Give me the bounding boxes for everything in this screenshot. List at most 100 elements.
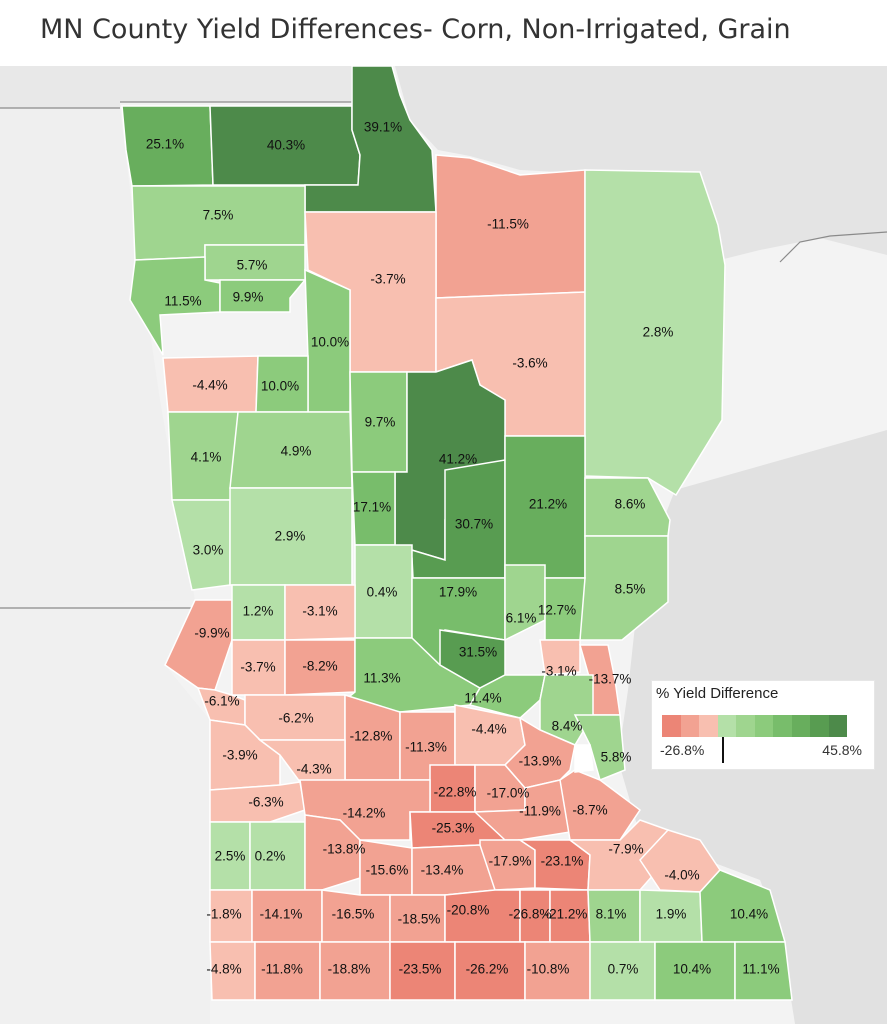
county-value-label: 17.9% bbox=[439, 585, 477, 600]
county-value-label: 2.8% bbox=[643, 325, 674, 340]
county-value-label: -17.0% bbox=[487, 786, 530, 801]
county-value-label: 9.7% bbox=[365, 415, 396, 430]
county-value-label: -6.1% bbox=[204, 694, 239, 709]
county-value-label: 0.7% bbox=[608, 962, 639, 977]
legend-swatch bbox=[810, 715, 829, 737]
county-value-label: 39.1% bbox=[364, 120, 402, 135]
legend-swatch bbox=[699, 715, 718, 737]
county-region[interactable] bbox=[584, 169, 726, 497]
legend-swatch bbox=[754, 715, 773, 737]
county-region[interactable] bbox=[573, 714, 626, 782]
county-value-label: 1.2% bbox=[243, 604, 274, 619]
legend-min-label: -26.8% bbox=[660, 742, 705, 758]
county-value-label: 7.5% bbox=[203, 208, 234, 223]
county-value-label: -11.5% bbox=[487, 217, 529, 232]
county-value-label: 4.1% bbox=[191, 450, 222, 465]
legend-color-ramp bbox=[662, 715, 847, 737]
county-value-label: 2.5% bbox=[215, 849, 246, 864]
county-value-label: 21.2% bbox=[529, 497, 567, 512]
county-value-label: -22.8% bbox=[434, 785, 477, 800]
county-value-label: -11.9% bbox=[519, 804, 561, 819]
county-region[interactable] bbox=[584, 477, 671, 537]
county-value-label: 11.4% bbox=[464, 691, 501, 706]
county-value-label: 12.7% bbox=[538, 603, 576, 618]
county-value-label: -3.1% bbox=[541, 664, 576, 679]
county-value-label: 8.4% bbox=[552, 719, 583, 734]
county-value-label: 0.2% bbox=[255, 849, 286, 864]
county-value-label: 41.2% bbox=[439, 452, 477, 467]
county-value-label: -7.9% bbox=[608, 842, 643, 857]
county-value-label: -14.2% bbox=[343, 806, 386, 821]
county-value-label: 8.1% bbox=[596, 907, 627, 922]
county-value-label: -23.1% bbox=[541, 854, 584, 869]
county-value-label: 30.7% bbox=[455, 517, 493, 532]
county-value-label: 5.8% bbox=[601, 750, 632, 765]
county-regions bbox=[121, 66, 793, 1001]
county-value-label: -26.8% bbox=[509, 907, 552, 922]
county-value-label: -3.1% bbox=[302, 604, 337, 619]
county-region[interactable] bbox=[574, 744, 594, 773]
north-dakota-region bbox=[0, 108, 195, 608]
county-value-label: 17.1% bbox=[353, 500, 391, 515]
county-value-label: -4.4% bbox=[471, 722, 506, 737]
county-value-label: -4.3% bbox=[296, 762, 331, 777]
legend-zero-tick bbox=[722, 737, 724, 763]
county-value-label: -8.7% bbox=[572, 803, 607, 818]
county-choropleth-map[interactable]: 25.1% 40.3% 39.1% -11.5% 7.5% 5.7% -3.7% 11.5% 9… bbox=[0, 66, 887, 1024]
county-value-label: 6.1% bbox=[506, 611, 537, 626]
county-value-label: 11.1% bbox=[742, 962, 779, 977]
county-value-label: -23.5% bbox=[399, 962, 442, 977]
county-value-label: -11.8% bbox=[261, 962, 303, 977]
county-value-label: -18.5% bbox=[398, 912, 441, 927]
legend-swatch bbox=[773, 715, 792, 737]
county-value-label: -18.8% bbox=[328, 962, 371, 977]
county-value-label: 11.5% bbox=[164, 294, 201, 309]
canada-landmass bbox=[0, 66, 352, 108]
county-value-label: -8.2% bbox=[302, 659, 337, 674]
county-value-label: -25.3% bbox=[432, 821, 475, 836]
county-value-label: -9.9% bbox=[194, 626, 229, 641]
county-value-label: 25.1% bbox=[146, 137, 184, 152]
county-value-label: -3.6% bbox=[512, 356, 547, 371]
county-region[interactable] bbox=[699, 869, 786, 943]
county-value-label: 3.0% bbox=[193, 543, 224, 558]
county-value-label: 1.9% bbox=[656, 907, 687, 922]
county-value-label: -16.5% bbox=[332, 907, 375, 922]
legend-swatch bbox=[717, 715, 736, 737]
county-value-label: -11.3% bbox=[405, 740, 447, 755]
county-value-label: 8.5% bbox=[615, 582, 646, 597]
county-value-label: -6.2% bbox=[278, 711, 313, 726]
county-value-label: -20.8% bbox=[447, 903, 490, 918]
county-value-label: 5.7% bbox=[237, 258, 268, 273]
county-value-label: 0.4% bbox=[367, 585, 398, 600]
legend-title: % Yield Difference bbox=[656, 685, 779, 702]
county-value-label: -17.9% bbox=[489, 854, 532, 869]
county-value-label: -10.8% bbox=[527, 962, 570, 977]
legend-max-label: 45.8% bbox=[822, 742, 862, 758]
county-value-label: -26.2% bbox=[466, 962, 509, 977]
county-value-label: 10.4% bbox=[730, 907, 768, 922]
county-value-label: -13.4% bbox=[421, 863, 464, 878]
county-value-label: -4.8% bbox=[206, 962, 241, 977]
county-value-label: -3.7% bbox=[240, 660, 275, 675]
county-region[interactable] bbox=[734, 941, 793, 1001]
county-value-label: -14.1% bbox=[260, 907, 303, 922]
county-value-label: 10.4% bbox=[673, 962, 711, 977]
county-value-label: 10.0% bbox=[261, 379, 299, 394]
county-region[interactable] bbox=[539, 639, 581, 676]
legend-swatch bbox=[828, 715, 847, 737]
lake-superior-region bbox=[395, 66, 887, 260]
county-value-label: -21.2% bbox=[545, 907, 588, 922]
legend: % Yield Difference -26.8% 45.8% bbox=[651, 680, 875, 770]
legend-swatch bbox=[736, 715, 755, 737]
county-value-label: 40.3% bbox=[267, 138, 305, 153]
county-value-label: -3.9% bbox=[222, 748, 257, 763]
county-region[interactable] bbox=[219, 279, 307, 313]
county-value-label: 11.3% bbox=[363, 671, 400, 686]
county-labels: 25.1% 40.3% 39.1% -11.5% 7.5% 5.7% -3.7% 11.5% 9… bbox=[146, 120, 780, 977]
county-value-label: 4.9% bbox=[281, 444, 312, 459]
county-value-label: 31.5% bbox=[459, 645, 497, 660]
county-value-label: -13.8% bbox=[323, 842, 366, 857]
county-value-label: 2.9% bbox=[275, 529, 306, 544]
south-dakota-region bbox=[0, 600, 210, 1024]
